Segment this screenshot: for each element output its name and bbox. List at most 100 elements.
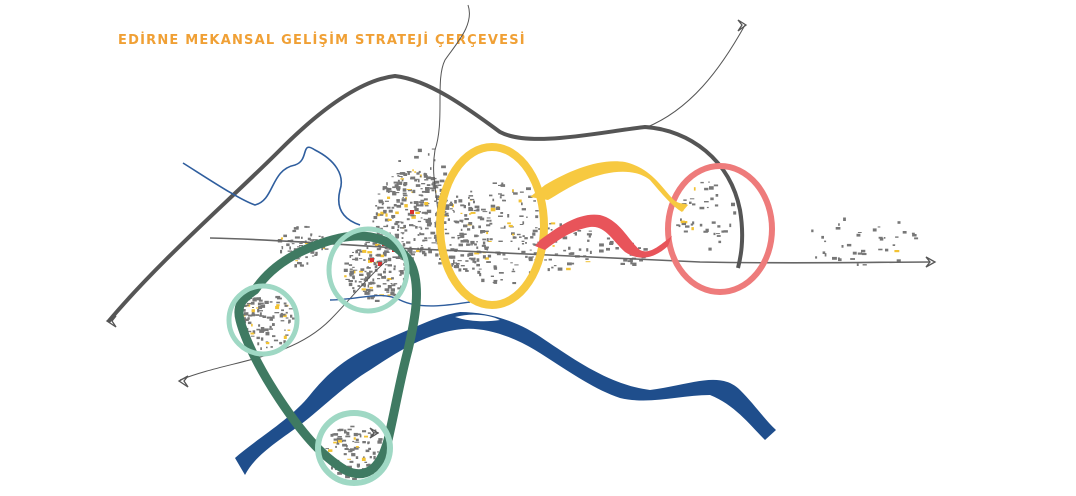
building bbox=[354, 441, 360, 443]
building bbox=[377, 278, 381, 280]
building bbox=[857, 252, 863, 255]
building bbox=[535, 227, 538, 229]
building bbox=[438, 262, 442, 265]
map-title: EDİRNE MEKANSAL GELİŞİM STRATEJİ ÇERÇEVE… bbox=[118, 33, 526, 48]
building bbox=[380, 211, 385, 215]
building bbox=[431, 189, 435, 192]
building bbox=[348, 264, 353, 266]
building bbox=[396, 236, 399, 239]
building bbox=[374, 263, 377, 265]
building bbox=[421, 190, 427, 193]
building bbox=[423, 172, 426, 174]
building bbox=[585, 261, 591, 263]
building bbox=[283, 340, 286, 344]
building bbox=[498, 240, 503, 242]
building bbox=[455, 263, 459, 266]
building bbox=[479, 217, 485, 221]
building bbox=[420, 203, 424, 207]
building bbox=[476, 235, 480, 237]
building bbox=[253, 297, 258, 299]
building bbox=[370, 281, 375, 285]
building bbox=[386, 291, 390, 293]
building bbox=[856, 233, 861, 237]
building bbox=[259, 302, 264, 305]
building bbox=[373, 261, 376, 266]
building bbox=[704, 187, 709, 191]
building bbox=[245, 318, 249, 321]
building bbox=[403, 182, 408, 186]
building bbox=[398, 176, 403, 177]
building bbox=[368, 289, 374, 292]
building bbox=[453, 265, 456, 268]
building bbox=[401, 176, 403, 178]
building bbox=[521, 250, 526, 254]
building bbox=[343, 429, 347, 432]
building bbox=[409, 224, 414, 227]
building bbox=[453, 262, 457, 264]
building bbox=[470, 257, 474, 260]
building bbox=[349, 448, 355, 451]
chevron-arrow-icon bbox=[737, 19, 748, 32]
building bbox=[348, 282, 353, 287]
building bbox=[369, 286, 373, 289]
highlight-marker bbox=[370, 258, 374, 262]
building bbox=[467, 253, 470, 257]
building bbox=[447, 218, 450, 221]
building bbox=[364, 435, 368, 438]
building bbox=[307, 237, 311, 241]
building bbox=[454, 265, 460, 269]
building bbox=[526, 216, 528, 218]
building bbox=[264, 328, 269, 331]
building bbox=[367, 463, 371, 467]
building bbox=[424, 211, 428, 215]
building bbox=[344, 448, 349, 450]
building bbox=[449, 203, 453, 206]
building bbox=[397, 221, 402, 223]
building bbox=[347, 428, 352, 431]
building bbox=[512, 189, 514, 192]
building bbox=[366, 288, 371, 292]
building bbox=[528, 256, 533, 260]
building bbox=[363, 456, 365, 459]
building bbox=[533, 200, 536, 202]
building bbox=[273, 339, 279, 342]
building bbox=[402, 188, 407, 192]
building bbox=[441, 165, 446, 169]
building bbox=[276, 304, 280, 307]
building bbox=[380, 254, 384, 258]
building bbox=[397, 287, 402, 290]
building bbox=[877, 226, 881, 228]
building bbox=[458, 237, 461, 239]
building bbox=[255, 314, 260, 316]
mint-ring-center bbox=[326, 226, 410, 314]
building bbox=[337, 429, 341, 432]
building bbox=[451, 236, 455, 239]
building bbox=[384, 288, 390, 291]
building bbox=[535, 215, 539, 219]
building bbox=[439, 179, 445, 183]
building bbox=[392, 192, 397, 196]
building bbox=[498, 184, 502, 186]
building bbox=[361, 457, 366, 461]
building bbox=[270, 346, 273, 348]
building bbox=[417, 204, 422, 207]
building bbox=[470, 212, 476, 214]
building bbox=[330, 434, 333, 437]
building bbox=[336, 443, 340, 445]
building bbox=[474, 252, 480, 255]
building bbox=[357, 433, 361, 436]
building bbox=[513, 192, 518, 195]
building bbox=[481, 244, 486, 247]
building bbox=[260, 337, 264, 341]
building bbox=[489, 194, 493, 197]
building bbox=[499, 196, 502, 199]
building bbox=[507, 222, 511, 225]
building bbox=[295, 258, 300, 260]
building bbox=[372, 242, 376, 245]
building bbox=[369, 270, 373, 273]
building bbox=[360, 268, 365, 271]
building bbox=[256, 328, 261, 331]
building bbox=[250, 332, 255, 335]
building bbox=[419, 175, 422, 178]
building bbox=[692, 203, 696, 206]
